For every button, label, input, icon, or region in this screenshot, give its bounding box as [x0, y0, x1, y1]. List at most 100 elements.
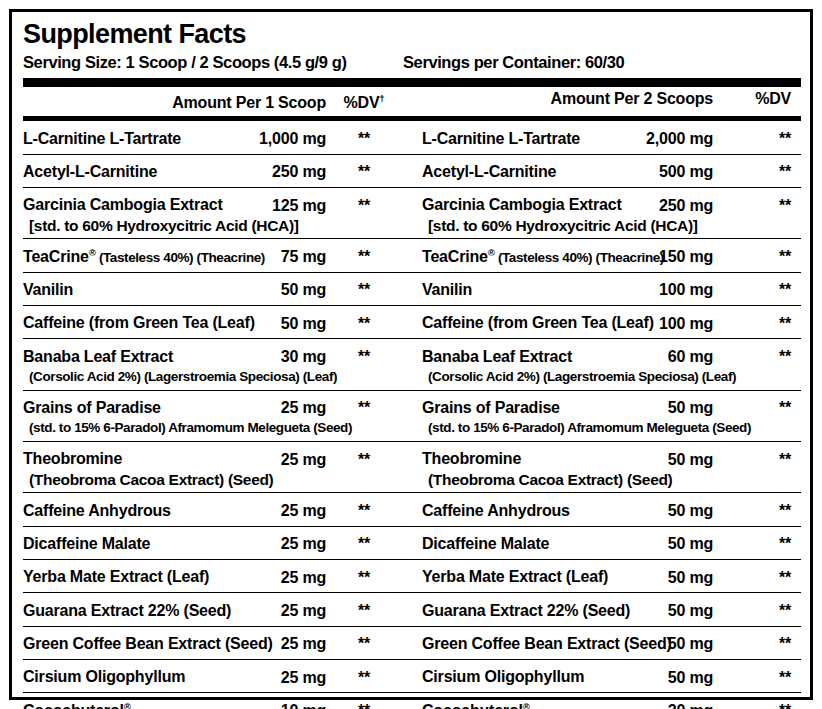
- column-header-row: Amount Per 1 Scoop %DV† Amount Per 2 Sco…: [23, 87, 801, 116]
- ingredient-amount: 100 mg: [621, 280, 713, 300]
- ingredient-amount: 25 mg: [248, 568, 326, 588]
- table-row: Vanilin 50 mg ** Vanilin 100 mg **: [23, 272, 801, 305]
- row-left-scoop1: Acetyl-L-Carnitine 250 mg **: [23, 158, 412, 183]
- ingredient-amount: 50 mg: [621, 398, 713, 418]
- ingredient-dv: **: [326, 668, 412, 688]
- ingredient-name: Vanilin: [23, 276, 248, 301]
- ingredient-amount: 50 mg: [248, 314, 326, 334]
- ingredient-amount: 100 mg: [621, 314, 713, 334]
- row-left-scoop1: L-Carnitine L-Tartrate 1,000 mg **: [23, 125, 412, 150]
- ingredient-amount: 125 mg: [248, 196, 326, 216]
- ingredient-amount: 60 mg: [621, 347, 713, 367]
- ingredient-dv: **: [326, 247, 412, 267]
- row-left-scoop1: Green Coffee Bean Extract (Seed) 25 mg *…: [23, 630, 412, 655]
- ingredient-name: Cocoabuterol®: [23, 697, 248, 709]
- ingredient-dv: **: [326, 398, 412, 418]
- row-left-scoop1: Grains of Paradise 25 mg ** (std. to 15%…: [23, 394, 412, 437]
- ingredient-amount: 25 mg: [248, 501, 326, 521]
- ingredient-name: Guarana Extract 22% (Seed): [23, 597, 248, 622]
- ingredient-name: Grains of Paradise: [422, 394, 621, 419]
- row-left-scoop1: Vanilin 50 mg **: [23, 276, 412, 301]
- registered-symbol: ®: [523, 701, 530, 709]
- row-left-scoop1: Caffeine Anhydrous 25 mg **: [23, 497, 412, 522]
- row-right-scoop2: Cirsium Oligophyllum 50 mg **: [412, 663, 801, 688]
- row-left-scoop1: Theobromine 25 mg ** (Theobroma Cacoa Ex…: [23, 445, 412, 488]
- ingredient-name: Dicaffeine Malate: [23, 530, 248, 555]
- ingredient-amount: 30 mg: [248, 347, 326, 367]
- row-left-scoop1: TeaCrine® (Tasteless 40%) (Theacrine) 75…: [23, 243, 412, 268]
- table-row: TeaCrine® (Tasteless 40%) (Theacrine) 75…: [23, 238, 801, 271]
- row-left-scoop1: Cocoabuterol® 10 mg ** (Cocoa Extract) (…: [23, 697, 412, 709]
- ingredient-name: Cirsium Oligophyllum: [422, 663, 621, 688]
- ingredient-subtext: (std. to 15% 6-Paradol) Aframomum Melegu…: [422, 419, 801, 437]
- ingredient-amount: 25 mg: [248, 398, 326, 418]
- ingredient-name: Yerba Mate Extract (Leaf): [23, 563, 248, 588]
- table-row: Caffeine (from Green Tea (Leaf) 50 mg **…: [23, 305, 801, 338]
- ingredient-dv: **: [326, 129, 412, 149]
- ingredient-subtext: [std. to 60% Hydroxycitric Acid (HCA)]: [422, 217, 801, 235]
- ingredient-name: Cirsium Oligophyllum: [23, 663, 248, 688]
- ingredient-subtext: (Corsolic Acid 2%) (Lagerstroemia Specio…: [422, 368, 801, 386]
- ingredient-amount: 250 mg: [248, 162, 326, 182]
- ingredient-subtext: (Corsolic Acid 2%) (Lagerstroemia Specio…: [23, 368, 412, 386]
- table-row: Green Coffee Bean Extract (Seed) 25 mg *…: [23, 626, 801, 659]
- ingredient-name: Banaba Leaf Extract: [23, 343, 248, 368]
- row-left-scoop1: Cirsium Oligophyllum 25 mg **: [23, 663, 412, 688]
- row-right-scoop2: Green Coffee Bean Extract (Seed) 50 mg *…: [412, 630, 801, 655]
- ingredient-name: Guarana Extract 22% (Seed): [422, 597, 621, 622]
- ingredient-dv: **: [713, 196, 801, 216]
- ingredient-name: Green Coffee Bean Extract (Seed): [23, 630, 248, 655]
- ingredient-amount: 2,000 mg: [621, 129, 713, 149]
- row-left-scoop1: Guarana Extract 22% (Seed) 25 mg **: [23, 597, 412, 622]
- ingredient-name: Green Coffee Bean Extract (Seed): [422, 630, 621, 655]
- ingredient-dv: **: [326, 347, 412, 367]
- table-row: Caffeine Anhydrous 25 mg ** Caffeine Anh…: [23, 492, 801, 525]
- ingredient-amount: 50 mg: [621, 501, 713, 521]
- table-row: L-Carnitine L-Tartrate 1,000 mg ** L-Car…: [23, 121, 801, 153]
- ingredient-dv: **: [713, 347, 801, 367]
- ingredient-dv: **: [713, 701, 801, 709]
- ingredient-amount: 50 mg: [621, 568, 713, 588]
- ingredient-dv: **: [713, 534, 801, 554]
- label-title: Supplement Facts: [23, 19, 801, 50]
- row-right-scoop2: Banaba Leaf Extract 60 mg ** (Corsolic A…: [412, 343, 801, 386]
- row-right-scoop2: Acetyl-L-Carnitine 500 mg **: [412, 158, 801, 183]
- ingredient-dv: **: [713, 280, 801, 300]
- ingredient-name: TeaCrine® (Tasteless 40%) (Theacrine): [23, 243, 248, 268]
- row-right-scoop2: Vanilin 100 mg **: [412, 276, 801, 301]
- row-left-scoop1: Banaba Leaf Extract 30 mg ** (Corsolic A…: [23, 343, 412, 386]
- ingredient-amount: 50 mg: [248, 280, 326, 300]
- ingredient-dv: **: [326, 314, 412, 334]
- row-right-scoop2: L-Carnitine L-Tartrate 2,000 mg **: [412, 125, 801, 150]
- ingredient-name: Caffeine (from Green Tea (Leaf): [23, 309, 248, 334]
- ingredient-amount: 50 mg: [621, 634, 713, 654]
- row-left-scoop1: Garcinia Cambogia Extract 125 mg ** [std…: [23, 191, 412, 234]
- ingredient-name: Garcinia Cambogia Extract: [422, 191, 621, 216]
- row-right-scoop2: Theobromine 50 mg ** (Theobroma Cacoa Ex…: [412, 445, 801, 488]
- ingredient-dv: **: [713, 568, 801, 588]
- supplement-facts-label: Supplement Facts Serving Size: 1 Scoop /…: [9, 9, 813, 700]
- ingredient-table: L-Carnitine L-Tartrate 1,000 mg ** L-Car…: [23, 121, 801, 709]
- table-row: Guarana Extract 22% (Seed) 25 mg ** Guar…: [23, 592, 801, 625]
- row-right-scoop2: Guarana Extract 22% (Seed) 50 mg **: [412, 597, 801, 622]
- ingredient-subtext: (Theobroma Cacoa Extract) (Seed): [23, 471, 412, 489]
- ingredient-dv: **: [713, 668, 801, 688]
- ingredient-subtext: (Theobroma Cacoa Extract) (Seed): [422, 471, 801, 489]
- header-dv-left: %DV†: [326, 89, 412, 113]
- row-right-scoop2: Caffeine Anhydrous 50 mg **: [412, 497, 801, 522]
- table-row: Cirsium Oligophyllum 25 mg ** Cirsium Ol…: [23, 659, 801, 692]
- ingredient-amount: 50 mg: [621, 668, 713, 688]
- ingredient-name: Garcinia Cambogia Extract: [23, 191, 248, 216]
- ingredient-dv: **: [326, 601, 412, 621]
- ingredient-dv: **: [713, 450, 801, 470]
- table-row: Cocoabuterol® 10 mg ** (Cocoa Extract) (…: [23, 692, 801, 709]
- divider-bar-top: [23, 78, 801, 87]
- ingredient-dv: **: [713, 247, 801, 267]
- ingredient-name: Dicaffeine Malate: [422, 530, 621, 555]
- serving-info: Serving Size: 1 Scoop / 2 Scoops (4.5 g/…: [23, 51, 801, 73]
- row-right-scoop2: Cocoabuterol® 20 mg ** (Cocoa Extract) (…: [412, 697, 801, 709]
- registered-symbol: ®: [488, 247, 495, 258]
- table-row: Garcinia Cambogia Extract 125 mg ** [std…: [23, 187, 801, 238]
- ingredient-name: Banaba Leaf Extract: [422, 343, 621, 368]
- row-right-scoop2: TeaCrine® (Tasteless 40%) (Theacrine) 15…: [412, 243, 801, 268]
